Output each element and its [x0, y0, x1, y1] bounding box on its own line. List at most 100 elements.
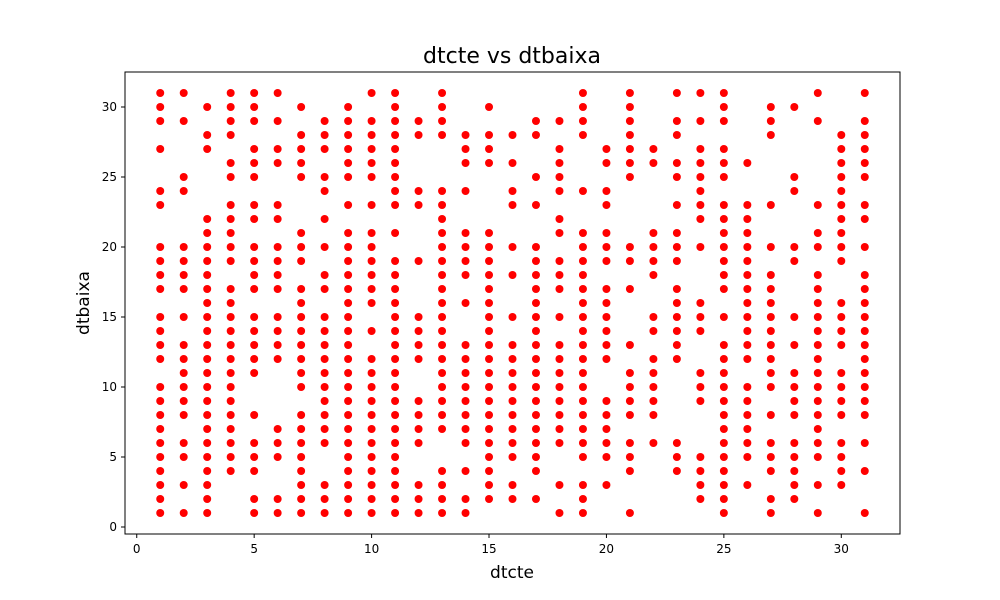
- data-point: [555, 397, 564, 405]
- data-point: [344, 509, 353, 517]
- data-point: [531, 355, 540, 363]
- data-point: [625, 117, 634, 125]
- data-point: [273, 509, 282, 517]
- data-point: [860, 131, 869, 139]
- data-point: [508, 481, 517, 489]
- data-point: [743, 271, 752, 279]
- data-point: [578, 285, 587, 293]
- data-point: [367, 229, 376, 237]
- data-point: [860, 369, 869, 377]
- data-point: [367, 117, 376, 125]
- data-point: [250, 257, 259, 265]
- data-point: [414, 439, 423, 447]
- data-point: [813, 299, 822, 307]
- data-point: [226, 173, 235, 181]
- data-point: [602, 453, 611, 461]
- data-point: [860, 145, 869, 153]
- data-point: [743, 243, 752, 251]
- data-point: [367, 89, 376, 97]
- data-point: [203, 257, 212, 265]
- data-point: [766, 453, 775, 461]
- data-point: [790, 411, 799, 419]
- data-point: [508, 159, 517, 167]
- data-point: [719, 89, 728, 97]
- data-point: [179, 187, 188, 195]
- data-point: [320, 285, 329, 293]
- data-point: [860, 173, 869, 181]
- data-point: [367, 243, 376, 251]
- data-point: [156, 341, 165, 349]
- data-point: [719, 355, 728, 363]
- data-point: [179, 509, 188, 517]
- data-point: [555, 187, 564, 195]
- data-point: [743, 481, 752, 489]
- data-point: [179, 341, 188, 349]
- data-point: [156, 467, 165, 475]
- data-point: [320, 145, 329, 153]
- data-point: [320, 313, 329, 321]
- data-point: [156, 383, 165, 391]
- data-point: [391, 145, 400, 153]
- data-point: [250, 495, 259, 503]
- data-point: [438, 509, 447, 517]
- data-point: [273, 341, 282, 349]
- data-point: [438, 369, 447, 377]
- data-point: [578, 495, 587, 503]
- data-point: [391, 439, 400, 447]
- data-point: [860, 89, 869, 97]
- data-point: [367, 131, 376, 139]
- data-point: [743, 397, 752, 405]
- data-point: [578, 103, 587, 111]
- data-point: [625, 509, 634, 517]
- data-point: [743, 159, 752, 167]
- data-point: [672, 159, 681, 167]
- data-point: [156, 355, 165, 363]
- data-point: [672, 285, 681, 293]
- data-point: [508, 383, 517, 391]
- data-point: [438, 271, 447, 279]
- data-point: [297, 341, 306, 349]
- data-point: [602, 327, 611, 335]
- plot-frame: [124, 71, 901, 535]
- data-point: [860, 355, 869, 363]
- data-point: [438, 495, 447, 503]
- data-point: [602, 481, 611, 489]
- data-point: [485, 159, 494, 167]
- data-point: [226, 243, 235, 251]
- data-point: [320, 369, 329, 377]
- data-point: [578, 481, 587, 489]
- data-point: [555, 369, 564, 377]
- data-point: [672, 117, 681, 125]
- data-point: [250, 201, 259, 209]
- data-point: [438, 243, 447, 251]
- data-point: [813, 453, 822, 461]
- data-point: [179, 481, 188, 489]
- data-point: [367, 369, 376, 377]
- data-point: [438, 187, 447, 195]
- data-point: [179, 355, 188, 363]
- data-point: [672, 257, 681, 265]
- data-point: [367, 411, 376, 419]
- data-point: [508, 313, 517, 321]
- data-point: [531, 383, 540, 391]
- data-point: [297, 285, 306, 293]
- data-point: [719, 271, 728, 279]
- data-point: [649, 159, 658, 167]
- data-point: [297, 313, 306, 321]
- data-point: [414, 341, 423, 349]
- data-point: [203, 439, 212, 447]
- data-point: [672, 467, 681, 475]
- data-point: [461, 355, 470, 363]
- data-point: [250, 313, 259, 321]
- data-point: [696, 173, 705, 181]
- data-point: [320, 509, 329, 517]
- data-point: [156, 453, 165, 461]
- data-point: [813, 89, 822, 97]
- data-point: [625, 243, 634, 251]
- data-point: [250, 243, 259, 251]
- data-point: [156, 187, 165, 195]
- data-point: [508, 495, 517, 503]
- data-point: [766, 369, 775, 377]
- data-point: [672, 201, 681, 209]
- data-point: [485, 453, 494, 461]
